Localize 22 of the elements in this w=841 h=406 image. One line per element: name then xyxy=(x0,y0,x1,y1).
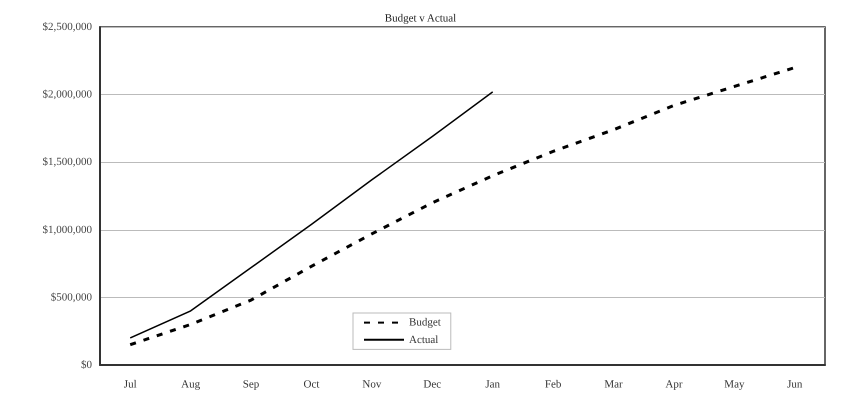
legend-label: Actual xyxy=(409,334,438,346)
y-tick-label: $2,500,000 xyxy=(42,21,92,33)
x-tick-label: Oct xyxy=(304,378,320,390)
chart-title: Budget v Actual xyxy=(384,12,456,24)
y-tick-label: $1,500,000 xyxy=(42,156,92,168)
y-tick-label: $2,000,000 xyxy=(42,88,92,101)
y-tick-label: $0 xyxy=(81,359,92,371)
x-tick-label: Jul xyxy=(124,378,137,390)
x-tick-label: Sep xyxy=(242,378,260,390)
x-tick-label: Jun xyxy=(787,378,803,390)
legend-label: Budget xyxy=(409,316,441,329)
x-tick-label: Aug xyxy=(181,378,201,390)
x-tick-label: Apr xyxy=(665,378,683,390)
x-tick-label: Dec xyxy=(423,378,442,390)
x-tick-label: Jan xyxy=(485,378,501,390)
line-series xyxy=(128,66,796,346)
y-tick-label: $500,000 xyxy=(50,291,92,304)
x-tick-label: Feb xyxy=(544,378,562,390)
x-tick-label: May xyxy=(724,378,745,390)
y-tick-label: $1,000,000 xyxy=(42,224,92,236)
x-tick-label: Nov xyxy=(362,378,382,390)
x-tick-label: Mar xyxy=(604,378,624,390)
